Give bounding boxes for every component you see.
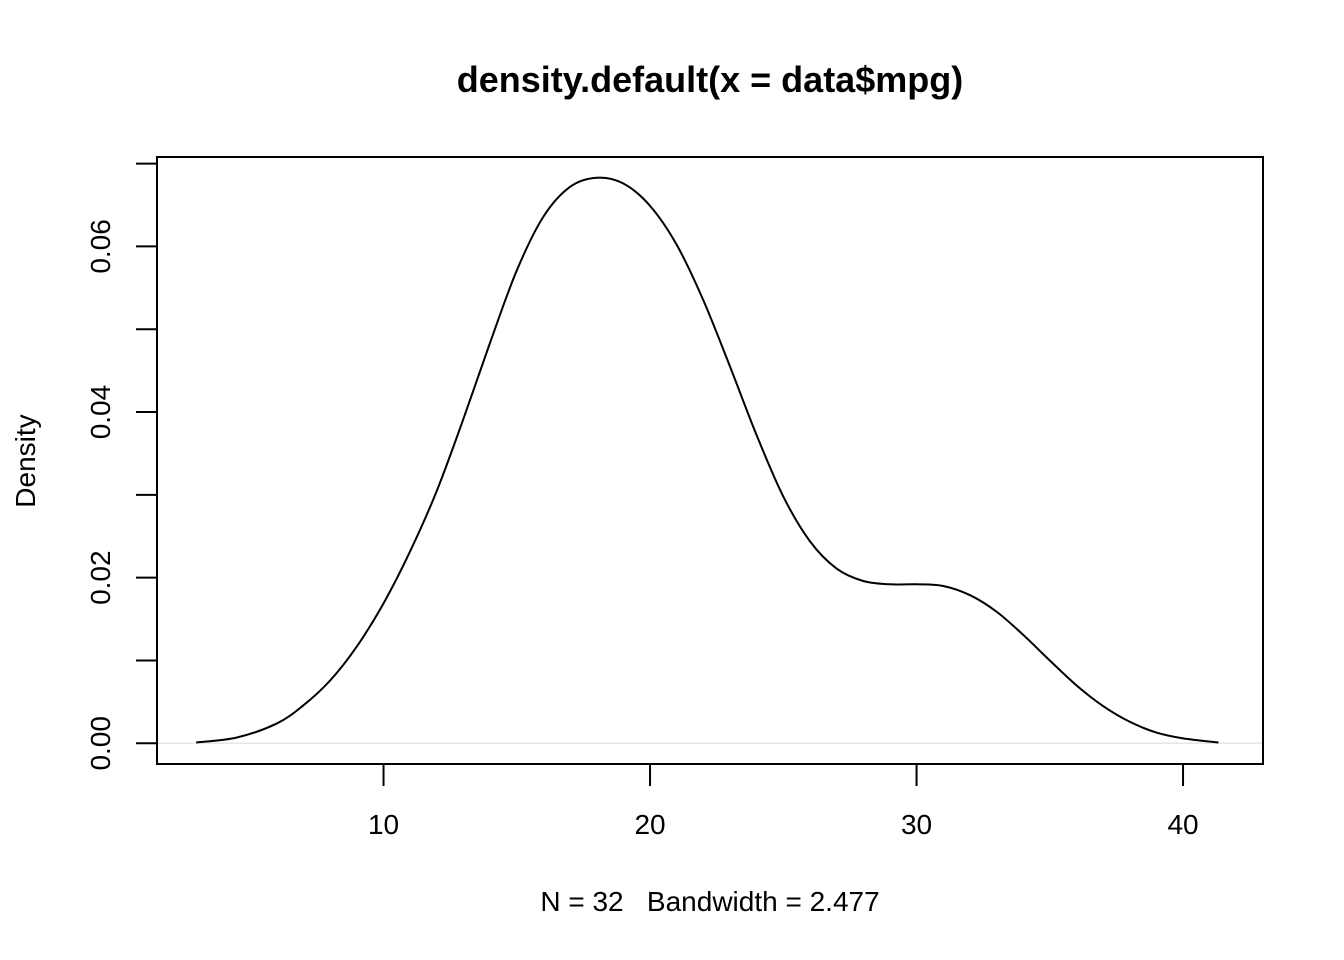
y-axis-label: Density (10, 414, 41, 507)
series-layer (196, 176, 1219, 744)
density-curve (196, 176, 1219, 744)
y-tick-label: 0.02 (85, 550, 116, 605)
x-tick-label: 10 (368, 809, 399, 840)
y-tick-label: 0.06 (85, 219, 116, 273)
x-tick-label: 40 (1167, 809, 1198, 840)
chart-title: density.default(x = data$mpg) (457, 59, 963, 100)
y-tick-label: 0.04 (85, 385, 116, 440)
x-tick-label: 20 (634, 809, 665, 840)
x-axis-label: N = 32 Bandwidth = 2.477 (540, 886, 879, 917)
y-tick-label: 0.00 (85, 716, 116, 771)
x-tick-label: 30 (901, 809, 932, 840)
axes-layer: 10 20 30 40 0.00 0.02 0.04 0.06 (85, 162, 1199, 840)
plot-frame (156, 156, 1264, 765)
